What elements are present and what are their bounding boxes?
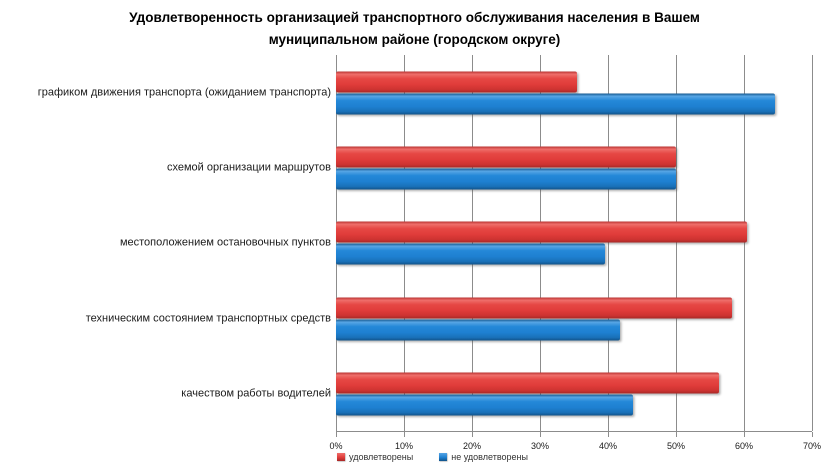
x-axis: 0% 10% 20% 30% 40% 50% 60% 70% — [329, 432, 821, 472]
axis-tick — [336, 432, 337, 437]
axis-tick — [812, 432, 813, 437]
legend-item: не удовлетворены — [439, 452, 528, 462]
x-tick-label: 50% — [666, 441, 686, 451]
axis-tick — [472, 432, 473, 437]
bar-group — [336, 372, 719, 416]
bar-not-satisfied — [336, 243, 606, 265]
chart-title-line-2: муниципальном районе (городском округе) — [268, 31, 561, 47]
bar-satisfied — [336, 372, 719, 394]
bar-group — [336, 221, 747, 265]
axis-tick — [540, 432, 541, 437]
plot-area: графиком движения транспорта (ожиданием … — [38, 55, 813, 432]
bar-group — [336, 297, 733, 341]
x-tick-label: 60% — [734, 441, 754, 451]
category-label: местоположением остановочных пунктов — [119, 237, 331, 250]
legend-item: удовлетворены — [337, 452, 413, 462]
x-tick-label: 40% — [598, 441, 618, 451]
axis-tick — [744, 432, 745, 437]
category-label: схемой организации маршрутов — [166, 161, 331, 174]
legend-label: не удовлетворены — [451, 452, 528, 462]
chart-title-line-1: Удовлетворенность организацией транспорт… — [129, 10, 700, 25]
legend-swatch-satisfied — [337, 453, 345, 461]
gridline — [744, 55, 745, 431]
chart-row: схемой организации маршрутов — [167, 130, 812, 205]
bar-satisfied — [336, 221, 747, 243]
bar-group — [336, 71, 775, 115]
bar-satisfied — [336, 297, 733, 319]
x-tick-label: 70% — [802, 441, 822, 451]
gridline — [336, 55, 337, 431]
bar-not-satisfied — [336, 93, 775, 115]
category-label: качеством работы водителей — [181, 387, 331, 400]
bar-satisfied — [336, 71, 578, 93]
bar-not-satisfied — [336, 319, 620, 341]
chart-row: техническим состоянием транспортных сред… — [86, 281, 812, 356]
category-label: техническим состоянием транспортных сред… — [85, 312, 331, 325]
category-label: графиком движения транспорта (ожиданием … — [37, 86, 331, 99]
x-tick-label: 30% — [530, 441, 550, 451]
gridline — [404, 55, 405, 431]
gridline — [472, 55, 473, 431]
legend-label: удовлетворены — [349, 452, 414, 462]
gridline — [540, 55, 541, 431]
x-tick-label: 10% — [394, 441, 414, 451]
chart-row: графиком движения транспорта (ожиданием … — [38, 55, 812, 130]
gridline — [812, 55, 813, 431]
gridline — [676, 55, 677, 431]
x-tick-label: 20% — [462, 441, 482, 451]
chart-row: качеством работы водителей — [181, 357, 812, 432]
bar-not-satisfied — [336, 168, 676, 190]
gridline — [608, 55, 609, 431]
bar-not-satisfied — [336, 394, 634, 416]
x-tick-label: 0% — [329, 441, 343, 451]
legend-swatch-not-satisfied — [439, 453, 448, 461]
bar-satisfied — [336, 146, 676, 168]
bar-group — [336, 146, 676, 190]
legend: удовлетворены не удовлетворены — [337, 452, 528, 462]
chart-title: Удовлетворенность организацией транспорт… — [0, 7, 829, 50]
axis-tick — [404, 432, 405, 437]
axis-tick — [676, 432, 677, 437]
chart-row: местоположением остановочных пунктов — [120, 206, 812, 281]
axis-tick — [608, 432, 609, 437]
